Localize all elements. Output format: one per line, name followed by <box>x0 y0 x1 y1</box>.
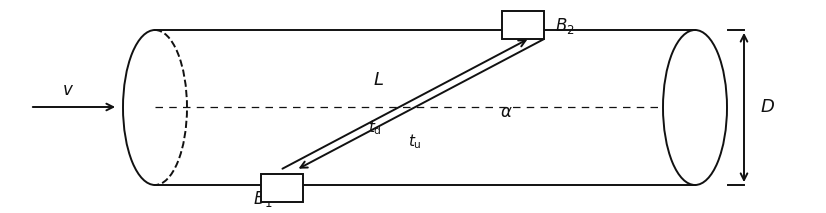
Text: $B_2$: $B_2$ <box>555 16 575 36</box>
Text: $L$: $L$ <box>373 71 383 89</box>
Text: $v$: $v$ <box>62 81 74 99</box>
Ellipse shape <box>663 30 727 185</box>
Text: $B_1$: $B_1$ <box>253 189 273 209</box>
Text: $t_{\mathrm{d}}$: $t_{\mathrm{d}}$ <box>368 119 382 137</box>
Text: $\alpha$: $\alpha$ <box>500 103 512 121</box>
Text: $t_{\mathrm{u}}$: $t_{\mathrm{u}}$ <box>408 133 422 151</box>
Text: $D$: $D$ <box>760 98 775 116</box>
Bar <box>261 174 303 202</box>
Bar <box>502 11 544 39</box>
